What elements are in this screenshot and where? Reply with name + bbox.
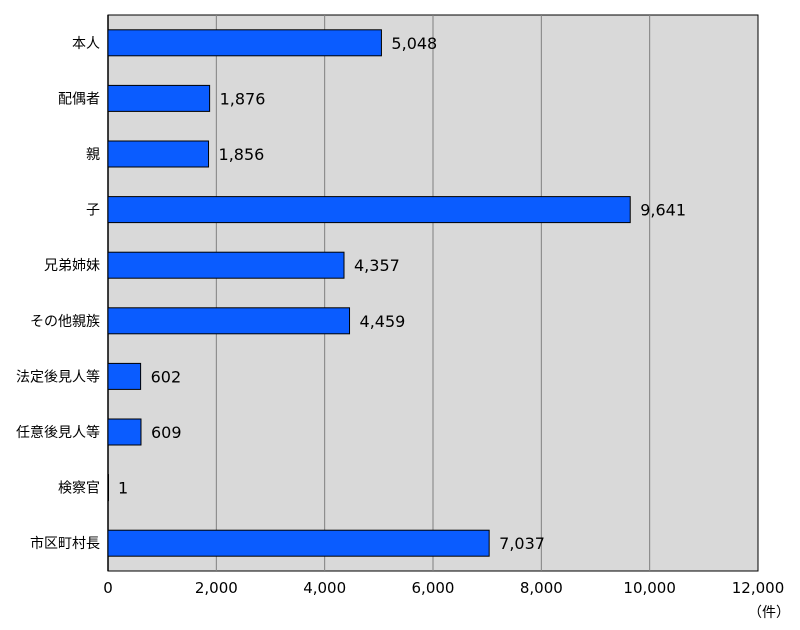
bar (107, 251, 345, 279)
bar (107, 362, 142, 390)
x-tick-label: 2,000 (195, 579, 238, 597)
bars (107, 29, 631, 557)
value-label: 4,357 (354, 256, 400, 275)
value-label: 1,876 (220, 89, 266, 108)
value-label: 1,856 (219, 145, 265, 164)
x-tick-label: 4,000 (303, 579, 346, 597)
x-tick-label: 6,000 (412, 579, 455, 597)
category-label: 兄弟姉妹 (44, 258, 100, 274)
bar (107, 418, 142, 446)
category-label: その他親族 (30, 314, 100, 330)
x-tick-label: 0 (103, 579, 113, 597)
category-label: 検察官 (58, 480, 100, 497)
bar (107, 84, 211, 112)
bar (107, 196, 631, 224)
category-label: 法定後見人等 (16, 368, 100, 385)
category-label: 市区町村長 (30, 535, 100, 552)
x-tick-label: 8,000 (520, 579, 563, 597)
category-label: 子 (86, 203, 100, 219)
value-label: 9,641 (640, 201, 686, 220)
category-label: 任意後見人等 (16, 424, 100, 441)
value-label: 602 (151, 367, 182, 386)
bar (107, 474, 109, 502)
unit-label: （件） (748, 605, 790, 621)
value-label: 4,459 (360, 312, 406, 331)
x-tick-labels: 0 2,000 4,000 6,000 8,000 10,000 12,000 (103, 579, 784, 597)
bar (107, 29, 382, 57)
value-label: 609 (151, 423, 182, 442)
bar (107, 307, 351, 335)
category-label: 親 (86, 147, 100, 163)
x-tick-label: 10,000 (623, 579, 676, 597)
bar (107, 529, 490, 557)
value-label: 1 (118, 479, 128, 498)
category-label: 本人 (72, 36, 100, 52)
value-labels: 5,048 1,876 1,856 9,641 4,357 4,459 602 609 1 7,0… (118, 34, 686, 553)
value-label: 7,037 (499, 534, 545, 553)
x-tick-label: 12,000 (732, 579, 785, 597)
bar (107, 140, 210, 168)
category-label: 配偶者 (58, 91, 100, 107)
value-label: 5,048 (391, 34, 437, 53)
